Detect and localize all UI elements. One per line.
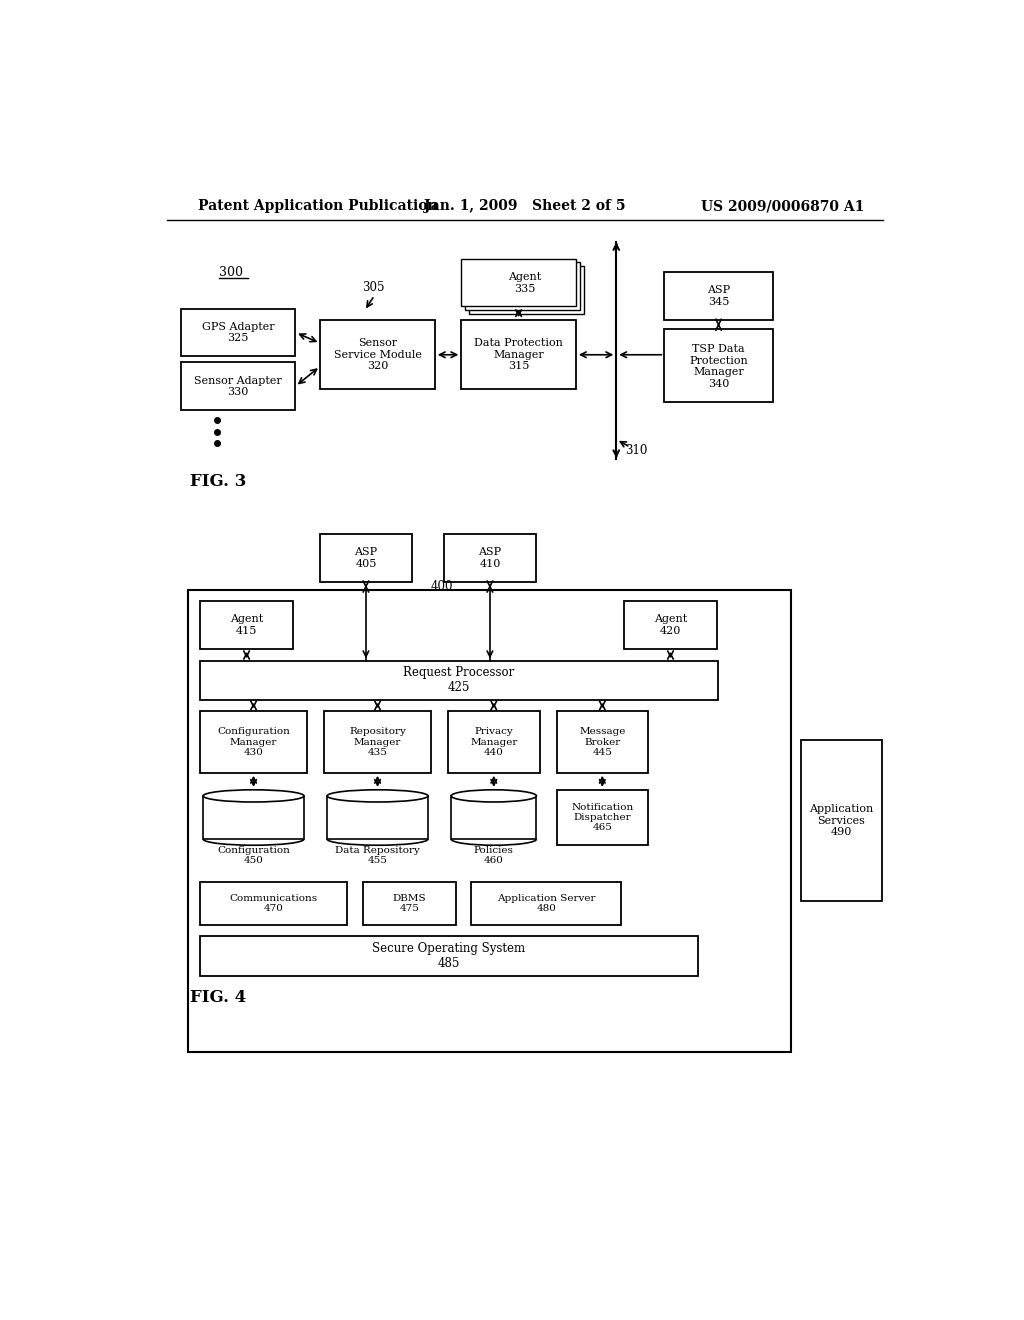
Text: DBMS
475: DBMS 475	[392, 894, 426, 913]
Text: Sensor
Service Module
320: Sensor Service Module 320	[334, 338, 422, 371]
Bar	[557, 711, 648, 774]
Text: Configuration
Manager
430: Configuration Manager 430	[217, 727, 290, 756]
Bar	[452, 796, 537, 840]
Text: Policies
460: Policies 460	[474, 846, 514, 865]
Bar	[557, 789, 648, 845]
Bar	[465, 263, 580, 310]
Bar	[449, 711, 540, 774]
Text: Sensor Adapter
330: Sensor Adapter 330	[195, 375, 282, 397]
Text: Application Server
480: Application Server 480	[498, 894, 596, 913]
Text: ASP
405: ASP 405	[354, 548, 378, 569]
Bar	[321, 535, 412, 582]
Bar	[624, 601, 717, 649]
Text: 310: 310	[625, 445, 647, 458]
Text: TSP Data
Protection
Manager
340: TSP Data Protection Manager 340	[689, 345, 748, 388]
Text: Repository
Manager
435: Repository Manager 435	[349, 727, 406, 756]
Bar	[200, 711, 307, 774]
Text: US 2009/0006870 A1: US 2009/0006870 A1	[700, 199, 864, 213]
Text: 300: 300	[219, 265, 244, 279]
Ellipse shape	[452, 789, 537, 803]
Bar	[665, 330, 773, 403]
Text: 305: 305	[362, 281, 385, 294]
Text: FIG. 3: FIG. 3	[190, 474, 247, 490]
Text: Notification
Dispatcher
465: Notification Dispatcher 465	[571, 803, 634, 833]
Ellipse shape	[203, 789, 304, 803]
Text: Message
Broker
445: Message Broker 445	[580, 727, 626, 756]
Bar	[471, 882, 621, 924]
Bar	[203, 796, 304, 840]
Bar	[200, 601, 293, 649]
Bar	[469, 267, 584, 314]
Bar	[444, 535, 536, 582]
Text: Configuration
450: Configuration 450	[217, 846, 290, 865]
Bar	[180, 363, 295, 411]
Text: Patent Application Publication: Patent Application Publication	[198, 199, 437, 213]
Bar	[200, 661, 718, 700]
Text: Data Repository
455: Data Repository 455	[335, 846, 420, 865]
Text: FIG. 4: FIG. 4	[190, 989, 246, 1006]
Bar	[200, 936, 698, 977]
Text: Data Protection
Manager
315: Data Protection Manager 315	[474, 338, 563, 371]
Bar	[461, 259, 575, 306]
Text: Request Processor
425: Request Processor 425	[403, 667, 514, 694]
Text: Application
Services
490: Application Services 490	[809, 804, 873, 837]
Bar	[188, 590, 792, 1052]
Ellipse shape	[328, 789, 428, 803]
Bar	[200, 882, 347, 924]
Text: Agent
420: Agent 420	[654, 614, 687, 636]
Bar	[801, 739, 882, 902]
Text: ASP
410: ASP 410	[478, 548, 502, 569]
Bar	[324, 711, 431, 774]
Text: ASP
345: ASP 345	[707, 285, 730, 308]
Bar	[461, 321, 575, 389]
Text: Agent
335: Agent 335	[508, 272, 542, 294]
Text: Secure Operating System
485: Secure Operating System 485	[373, 942, 525, 970]
Text: Communications
470: Communications 470	[229, 894, 317, 913]
Text: 400: 400	[430, 579, 453, 593]
Text: Privacy
Manager
440: Privacy Manager 440	[470, 727, 517, 756]
Bar	[321, 321, 435, 389]
Text: Jan. 1, 2009   Sheet 2 of 5: Jan. 1, 2009 Sheet 2 of 5	[424, 199, 626, 213]
Bar	[328, 796, 428, 840]
Bar	[180, 309, 295, 356]
Bar	[665, 272, 773, 321]
Text: GPS Adapter
325: GPS Adapter 325	[202, 322, 274, 343]
Text: Agent
415: Agent 415	[230, 614, 263, 636]
Bar	[362, 882, 456, 924]
